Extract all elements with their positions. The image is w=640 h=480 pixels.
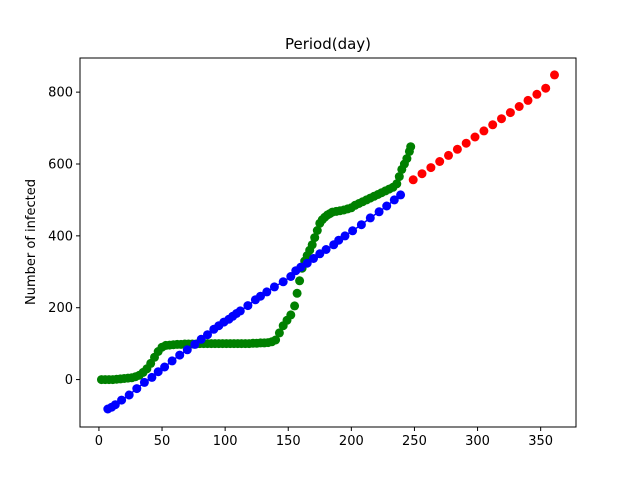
data-point xyxy=(452,144,462,154)
series-0 xyxy=(97,142,416,385)
data-point xyxy=(505,108,515,118)
x-tick-label: 150 xyxy=(276,434,301,449)
data-point xyxy=(417,169,427,179)
x-tick-label: 350 xyxy=(528,434,553,449)
data-point xyxy=(334,235,344,245)
data-point xyxy=(488,120,498,130)
data-point xyxy=(394,172,404,182)
data-point xyxy=(356,220,366,230)
data-point xyxy=(132,384,142,394)
data-point xyxy=(426,163,436,173)
y-tick-label: 0 xyxy=(65,373,73,388)
data-point xyxy=(312,226,322,235)
data-point xyxy=(147,372,157,382)
data-point xyxy=(340,231,350,241)
data-point xyxy=(396,190,406,200)
series-2 xyxy=(408,70,559,185)
data-point xyxy=(444,150,453,160)
plot-frame xyxy=(79,57,577,428)
data-point xyxy=(523,95,533,105)
data-point xyxy=(286,310,296,320)
y-tick-label: 600 xyxy=(48,157,73,172)
x-tick-label: 100 xyxy=(213,434,238,449)
data-point xyxy=(124,390,134,400)
data-point xyxy=(479,126,489,136)
y-tick-label: 800 xyxy=(48,86,73,101)
data-point xyxy=(406,142,416,152)
data-point xyxy=(190,339,200,349)
data-point xyxy=(382,201,392,211)
y-axis-label: Number of infected xyxy=(24,179,39,305)
data-point xyxy=(243,301,253,311)
data-point xyxy=(374,207,384,217)
data-point xyxy=(550,70,559,80)
data-point xyxy=(167,356,177,366)
data-point xyxy=(117,395,127,405)
data-point xyxy=(408,175,418,185)
data-point xyxy=(315,249,325,259)
data-point xyxy=(153,367,163,377)
data-point xyxy=(295,276,305,286)
x-tick-label: 50 xyxy=(154,434,171,449)
data-point xyxy=(307,240,317,250)
data-point xyxy=(309,254,318,263)
data-point xyxy=(389,195,399,205)
data-point xyxy=(196,334,206,344)
data-point xyxy=(110,400,120,410)
data-point xyxy=(532,89,542,99)
data-point xyxy=(365,213,375,223)
data-point xyxy=(310,233,320,243)
series-1 xyxy=(103,190,406,414)
data-point xyxy=(203,330,212,340)
data-point xyxy=(302,258,312,268)
x-tick-label: 250 xyxy=(402,434,427,449)
chart-marks xyxy=(97,70,559,414)
data-point xyxy=(497,114,506,124)
data-point xyxy=(514,102,524,111)
y-axis-ticks: 0 200 400 600 800 xyxy=(48,86,80,388)
data-point xyxy=(269,282,279,292)
data-point xyxy=(321,245,331,254)
data-point xyxy=(435,157,445,166)
data-point xyxy=(235,306,245,316)
data-point xyxy=(461,138,471,148)
data-point xyxy=(541,83,551,93)
chart-title: Period(day) xyxy=(285,35,371,53)
data-point xyxy=(262,287,272,297)
data-point xyxy=(274,328,284,338)
x-axis-ticks: 0 50 100 150 200 250 300 350 xyxy=(95,427,553,449)
y-tick-label: 200 xyxy=(48,301,73,316)
x-tick-label: 300 xyxy=(465,434,490,449)
data-point xyxy=(470,132,480,142)
data-point xyxy=(402,154,412,164)
data-point xyxy=(271,335,281,345)
x-tick-label: 200 xyxy=(339,434,364,449)
x-tick-label: 0 xyxy=(95,434,103,449)
data-point xyxy=(175,350,185,360)
data-point xyxy=(256,291,265,301)
data-point xyxy=(290,301,300,311)
data-point xyxy=(278,277,288,287)
data-point xyxy=(292,288,302,298)
y-tick-label: 400 xyxy=(48,229,73,244)
data-point xyxy=(160,362,170,372)
data-point xyxy=(392,179,402,189)
data-point xyxy=(139,377,149,387)
data-point xyxy=(182,345,192,355)
data-point xyxy=(348,226,358,236)
